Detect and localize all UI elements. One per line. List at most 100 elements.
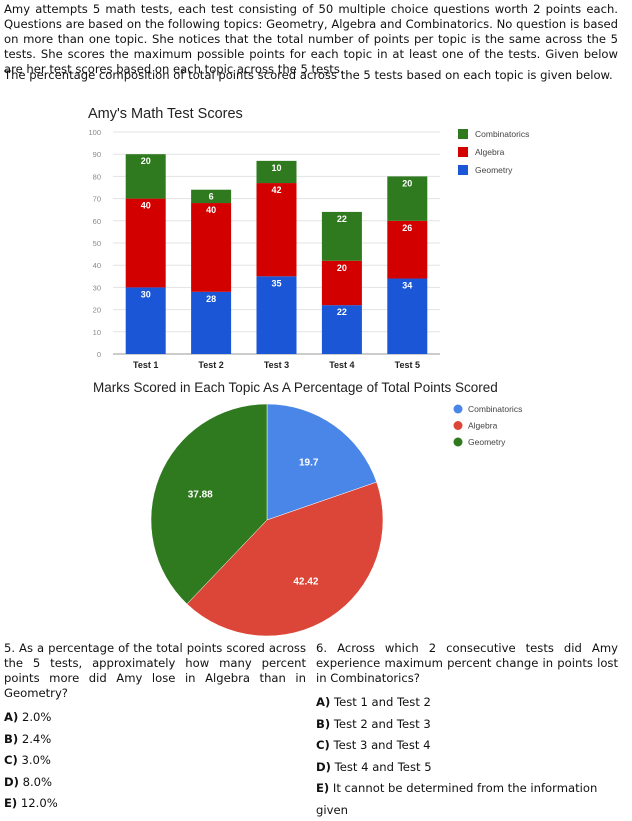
bar-segment-geometry <box>256 276 297 354</box>
answer-option: D) 8.0% <box>4 772 306 794</box>
legend-swatch-geometry <box>453 437 463 447</box>
bar-segment-combinatorics <box>191 189 232 204</box>
x-tick-label: Test 5 <box>395 360 420 370</box>
bar-segment-algebra <box>191 203 232 292</box>
stacked-bar-chart: Amy's Math Test Scores 0 10 20 30 40 50 60 70 80 9… <box>88 106 529 370</box>
data-label: 26 <box>402 223 412 233</box>
pie-slice-geometry <box>150 403 268 605</box>
question-5-options: A) 2.0% B) 2.4% C) 3.0% D) 8.0% E) 12.0% <box>4 707 306 815</box>
answer-option: A) Test 1 and Test 2 <box>316 692 618 714</box>
y-tick-label: 80 <box>93 172 101 181</box>
option-letter: D) <box>316 759 331 774</box>
bar-segment-geometry <box>387 278 428 354</box>
option-text: 12.0% <box>17 796 58 810</box>
bar-segment-geometry <box>191 291 232 354</box>
legend-swatch-algebra <box>453 421 463 430</box>
legend-swatch-algebra <box>458 147 468 157</box>
question-6: 6. Across which 2 consecutive tests did … <box>316 641 618 821</box>
y-tick-label: 20 <box>93 306 101 315</box>
option-letter: A) <box>316 695 331 709</box>
question-5-text: 5. As a percentage of the total points s… <box>4 641 306 700</box>
y-tick-label: 60 <box>93 217 101 226</box>
x-tick-label: Test 4 <box>329 360 354 370</box>
option-letter: C) <box>4 753 18 767</box>
data-label: 28 <box>206 294 216 304</box>
option-text: 3.0% <box>17 753 51 767</box>
pie-value-label: 19.7 <box>299 457 319 468</box>
bar-segment-combinatorics <box>125 154 166 199</box>
y-tick-label: 0 <box>97 350 101 359</box>
data-label: 10 <box>271 163 281 173</box>
legend-label: Geometry <box>475 165 513 175</box>
data-label: 20 <box>402 178 412 188</box>
option-letter: B) <box>4 731 19 746</box>
option-text: It cannot be determined from the informa… <box>316 781 598 817</box>
answer-option: B) Test 2 and Test 3 <box>316 714 618 736</box>
option-letter: C) <box>316 738 330 752</box>
option-text: Test 1 and Test 2 <box>330 695 431 709</box>
data-label: 40 <box>206 205 216 215</box>
data-label: 40 <box>141 201 151 211</box>
legend-label: Combinatorics <box>468 404 522 414</box>
option-letter: E) <box>4 796 18 810</box>
pie-slice-combinatorics <box>266 403 377 521</box>
y-tick-label: 70 <box>93 195 101 204</box>
bar-chart-title: Amy's Math Test Scores <box>88 106 243 122</box>
y-tick-label: 10 <box>93 328 101 337</box>
option-text: 8.0% <box>18 774 53 789</box>
legend-swatch-combinatorics <box>453 404 463 414</box>
option-text: Test 4 and Test 5 <box>330 759 432 774</box>
y-tick-label: 90 <box>93 150 101 159</box>
pie-chart: Marks Scored in Each Topic As A Percenta… <box>93 380 522 636</box>
data-label: 34 <box>402 281 412 291</box>
bar-segment-algebra <box>387 220 428 279</box>
data-label: 20 <box>141 156 151 166</box>
pie-value-label: 42.42 <box>293 577 318 588</box>
legend-label: Geometry <box>468 437 506 447</box>
x-tick-label: Test 3 <box>264 360 289 370</box>
bar-segment-combinatorics <box>387 176 428 221</box>
y-tick-label: 100 <box>88 128 101 137</box>
legend-label: Algebra <box>475 147 505 157</box>
legend-label: Combinatorics <box>475 129 529 139</box>
data-label: 20 <box>337 263 347 273</box>
y-tick-label: 30 <box>93 283 101 292</box>
option-letter: D) <box>4 774 19 789</box>
option-letter: A) <box>4 710 19 724</box>
answer-option: D) Test 4 and Test 5 <box>316 757 618 779</box>
pie-slice-algebra <box>186 481 384 636</box>
y-tick-label: 40 <box>93 261 101 270</box>
answer-option: B) 2.4% <box>4 729 306 751</box>
question-6-text: 6. Across which 2 consecutive tests did … <box>316 641 618 685</box>
data-label: 42 <box>271 185 281 195</box>
legend-swatch-geometry <box>458 165 468 175</box>
bar-segment-algebra <box>321 260 362 306</box>
x-tick-label: Test 1 <box>133 360 158 370</box>
answer-option: C) 3.0% <box>4 750 306 772</box>
data-label: 22 <box>337 214 347 224</box>
legend-swatch-combinatorics <box>458 129 468 139</box>
bar-segment-combinatorics <box>321 211 362 261</box>
bar-segment-algebra <box>256 183 297 277</box>
legend-label: Algebra <box>468 421 498 431</box>
question-6-options: A) Test 1 and Test 2 B) Test 2 and Test 3… <box>316 692 618 821</box>
bar-segment-combinatorics <box>256 160 297 184</box>
bar-segment-algebra <box>125 198 166 288</box>
option-letter: B) <box>316 716 331 731</box>
pie-chart-title: Marks Scored in Each Topic As A Percenta… <box>93 380 498 395</box>
bar-segment-geometry <box>125 287 166 354</box>
option-text: Test 3 and Test 4 <box>329 738 431 752</box>
option-text: Test 2 and Test 3 <box>330 716 431 731</box>
data-label: 35 <box>271 278 281 288</box>
bar-segment-geometry <box>321 305 362 354</box>
option-text: 2.4% <box>18 731 52 746</box>
option-letter: E) <box>316 781 330 795</box>
intro-paragraph: Amy attempts 5 math tests, each test con… <box>4 2 618 76</box>
answer-option: C) Test 3 and Test 4 <box>316 735 618 757</box>
answer-option: A) 2.0% <box>4 707 306 729</box>
question-5: 5. As a percentage of the total points s… <box>4 641 306 815</box>
x-tick-label: Test 2 <box>198 360 223 370</box>
intro-chart-description: The percentage composition of total poin… <box>4 68 613 82</box>
y-tick-label: 50 <box>93 239 101 248</box>
data-label: 22 <box>337 307 347 317</box>
